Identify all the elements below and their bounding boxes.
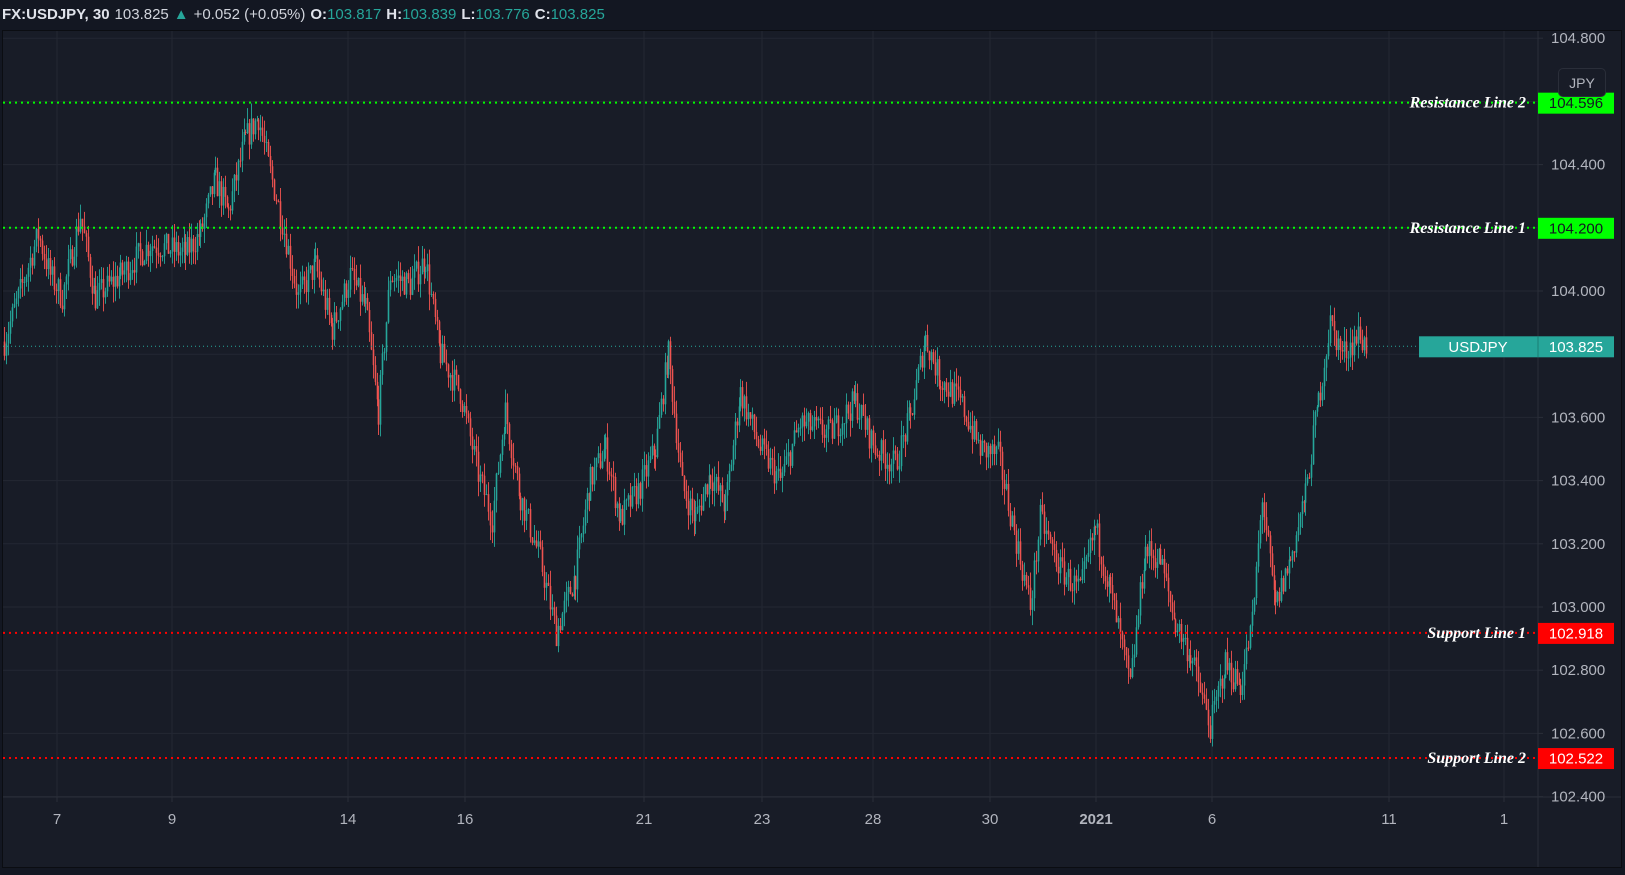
time-tick-label: 16 bbox=[457, 811, 474, 828]
close-label: C: bbox=[534, 5, 551, 23]
chart-frame: 104.800 104.400 104.000 103.600 103.400 103.2… bbox=[2, 30, 1622, 868]
time-tick-label: 21 bbox=[636, 811, 653, 828]
candlestick-chart[interactable]: 104.800 104.400 104.000 103.600 103.400 103.2… bbox=[3, 31, 1621, 867]
level-price-tag bbox=[1538, 622, 1614, 644]
horizontal-level-support-line-1[interactable]: Support Line 1 102.918 bbox=[3, 622, 1614, 644]
level-label: Resistance Line 1 bbox=[1409, 220, 1526, 237]
high-label: H: bbox=[386, 5, 403, 23]
high-value: 103.839 bbox=[402, 5, 457, 23]
time-tick-label: 11 bbox=[1381, 811, 1397, 828]
grid bbox=[3, 31, 1538, 798]
price-tick-label: 103.000 bbox=[1551, 599, 1605, 616]
last-price-tag: USDJPY 103.825 bbox=[1419, 336, 1614, 358]
time-tick-label: 14 bbox=[340, 811, 357, 828]
symbol-legend: FX:USDJPY, 30 103.825 ▲ +0.052 (+0.05%) … bbox=[2, 4, 605, 24]
price-tick-label: 104.000 bbox=[1551, 283, 1605, 300]
price-tick-label: 103.600 bbox=[1551, 409, 1605, 426]
close-value: 103.825 bbox=[550, 5, 605, 23]
time-tick-label: 23 bbox=[754, 811, 771, 828]
last-price: 103.825 bbox=[114, 5, 169, 23]
level-label: Resistance Line 2 bbox=[1409, 95, 1526, 112]
time-tick-label: 6 bbox=[1208, 811, 1216, 828]
time-tick-label: 9 bbox=[168, 811, 176, 828]
level-price-value: 104.596 bbox=[1549, 95, 1603, 112]
last-price-value: 103.825 bbox=[1549, 339, 1603, 356]
price-tick-label: 102.400 bbox=[1551, 789, 1605, 806]
level-price-value: 104.200 bbox=[1549, 220, 1603, 237]
time-tick-label: 7 bbox=[53, 811, 61, 828]
last-price-symbol: USDJPY bbox=[1448, 339, 1507, 356]
price-tick-label: 102.800 bbox=[1551, 662, 1605, 679]
open-value: 103.817 bbox=[327, 5, 382, 23]
price-axis[interactable]: 104.800 104.400 104.000 103.600 103.400 103.2… bbox=[1538, 31, 1605, 806]
level-label: Support Line 2 bbox=[1427, 750, 1526, 767]
level-price-tag bbox=[1538, 92, 1614, 114]
level-price-tag bbox=[1538, 748, 1614, 770]
time-tick-label: 30 bbox=[982, 811, 999, 828]
triangle-up-icon: ▲ bbox=[173, 5, 189, 23]
candles bbox=[3, 103, 1368, 747]
price-tick-label: 102.600 bbox=[1551, 725, 1605, 742]
level-label: Support Line 1 bbox=[1427, 625, 1526, 642]
time-tick-label: 2021 bbox=[1079, 811, 1112, 828]
low-value: 103.776 bbox=[475, 5, 530, 23]
level-price-value: 102.522 bbox=[1549, 751, 1603, 768]
time-tick-label: 28 bbox=[865, 811, 882, 828]
price-tick-label: 104.400 bbox=[1551, 157, 1605, 174]
low-label: L: bbox=[461, 5, 476, 23]
level-price-value: 102.918 bbox=[1549, 625, 1603, 642]
horizontal-level-support-line-2[interactable]: Support Line 2 102.522 bbox=[3, 748, 1614, 770]
price-tick-label: 103.400 bbox=[1551, 473, 1605, 490]
time-tick-label: 1 bbox=[1500, 811, 1508, 828]
currency-badge[interactable]: JPY bbox=[1558, 68, 1606, 97]
open-label: O: bbox=[310, 5, 328, 23]
price-tick-label: 104.800 bbox=[1551, 31, 1605, 47]
time-axis[interactable]: 7 9 14 16 21 23 28 30 2021 6 11 1 bbox=[53, 797, 1508, 828]
price-change: +0.052 (+0.05%) bbox=[193, 5, 306, 23]
price-tick-label: 103.200 bbox=[1551, 536, 1605, 553]
horizontal-level-resistance-line-1[interactable]: Resistance Line 1 104.200 bbox=[3, 217, 1614, 239]
horizontal-level-resistance-line-2[interactable]: Resistance Line 2 104.596 bbox=[3, 92, 1614, 114]
level-price-tag bbox=[1538, 217, 1614, 239]
symbol-name[interactable]: FX:USDJPY, 30 bbox=[2, 5, 110, 23]
